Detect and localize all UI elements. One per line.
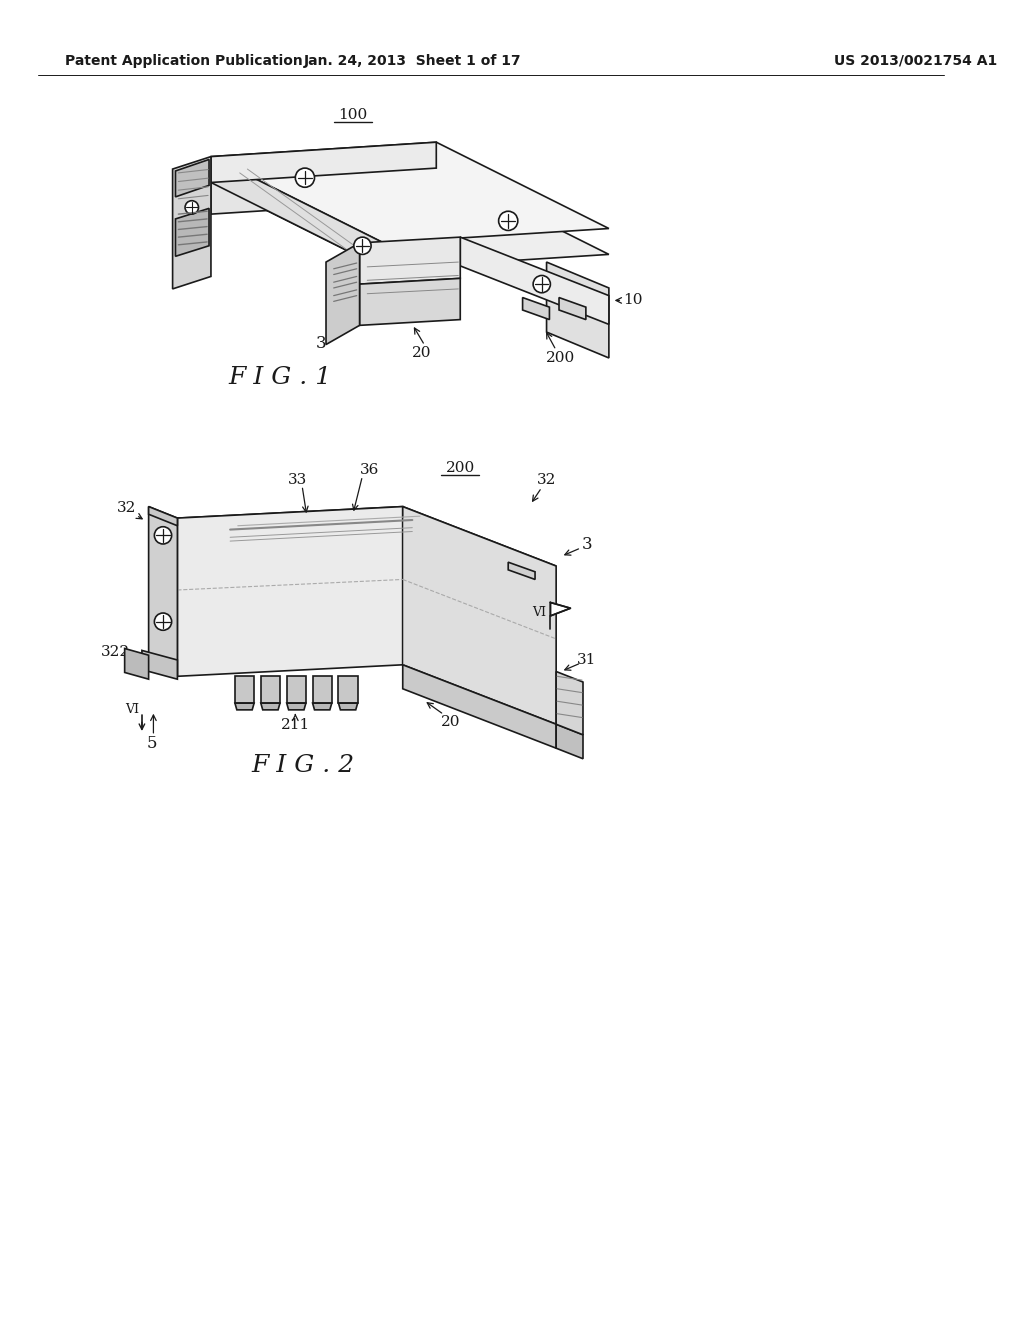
Polygon shape xyxy=(460,238,609,325)
Text: 200: 200 xyxy=(547,351,575,364)
Polygon shape xyxy=(312,704,332,710)
Polygon shape xyxy=(234,676,254,704)
Text: 10: 10 xyxy=(624,293,643,308)
Text: 36: 36 xyxy=(359,463,379,477)
Text: 32: 32 xyxy=(537,473,556,487)
Text: 33: 33 xyxy=(288,473,307,487)
Circle shape xyxy=(155,612,172,630)
Text: 5: 5 xyxy=(146,735,157,752)
Polygon shape xyxy=(522,297,550,319)
Text: VI: VI xyxy=(532,606,547,619)
Text: F I G . 2: F I G . 2 xyxy=(251,754,354,777)
Text: 100: 100 xyxy=(338,108,368,123)
Polygon shape xyxy=(211,143,436,182)
Polygon shape xyxy=(359,238,460,284)
Circle shape xyxy=(534,276,550,293)
Polygon shape xyxy=(211,157,384,269)
Circle shape xyxy=(354,238,371,255)
Polygon shape xyxy=(125,648,148,680)
Polygon shape xyxy=(312,676,332,704)
Text: 20: 20 xyxy=(441,715,461,730)
Polygon shape xyxy=(234,704,254,710)
Polygon shape xyxy=(142,651,177,680)
Circle shape xyxy=(155,527,172,544)
Polygon shape xyxy=(173,157,211,289)
Polygon shape xyxy=(326,243,359,345)
Polygon shape xyxy=(559,297,586,319)
Polygon shape xyxy=(175,160,209,197)
Polygon shape xyxy=(359,279,460,325)
Polygon shape xyxy=(339,676,357,704)
Text: 322: 322 xyxy=(100,645,130,659)
Polygon shape xyxy=(261,676,280,704)
Text: Jan. 24, 2013  Sheet 1 of 17: Jan. 24, 2013 Sheet 1 of 17 xyxy=(303,54,521,67)
Text: F I G . 1: F I G . 1 xyxy=(228,366,332,388)
Text: 20: 20 xyxy=(412,346,432,360)
Text: 3: 3 xyxy=(316,335,327,352)
Polygon shape xyxy=(402,507,556,725)
Circle shape xyxy=(499,211,518,231)
Polygon shape xyxy=(547,263,609,358)
Text: 211: 211 xyxy=(281,718,310,733)
Text: 31: 31 xyxy=(578,653,597,667)
Text: VI: VI xyxy=(125,704,139,717)
Polygon shape xyxy=(148,507,177,676)
Circle shape xyxy=(295,168,314,187)
Polygon shape xyxy=(211,168,436,214)
Text: Patent Application Publication: Patent Application Publication xyxy=(66,54,303,67)
Text: 200: 200 xyxy=(445,461,475,475)
Text: US 2013/0021754 A1: US 2013/0021754 A1 xyxy=(835,54,997,67)
Polygon shape xyxy=(211,168,609,269)
Polygon shape xyxy=(402,665,556,748)
Polygon shape xyxy=(550,602,570,616)
Polygon shape xyxy=(508,562,536,579)
Polygon shape xyxy=(177,507,402,676)
Polygon shape xyxy=(556,672,583,735)
Polygon shape xyxy=(261,704,280,710)
Polygon shape xyxy=(556,725,583,759)
Polygon shape xyxy=(175,209,209,256)
Polygon shape xyxy=(211,143,609,243)
Text: 32: 32 xyxy=(117,502,136,516)
Circle shape xyxy=(185,201,199,214)
Text: 3: 3 xyxy=(582,536,592,553)
Polygon shape xyxy=(339,704,357,710)
Polygon shape xyxy=(287,704,306,710)
Polygon shape xyxy=(148,507,177,525)
Polygon shape xyxy=(177,507,556,578)
Polygon shape xyxy=(287,676,306,704)
